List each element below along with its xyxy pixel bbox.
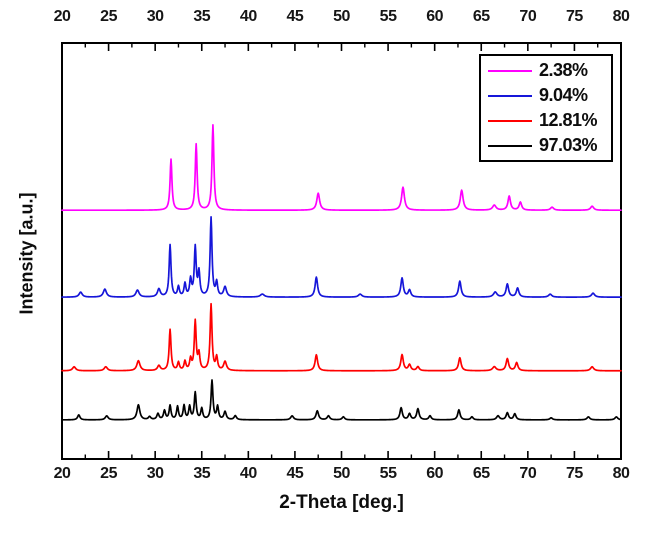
y-axis-title: Intensity [a.u.] (16, 192, 37, 315)
top-tick-label: 25 (100, 8, 117, 25)
bottom-tick-label: 55 (379, 465, 397, 482)
top-tick-label: 20 (53, 8, 71, 25)
top-tick-label: 80 (612, 8, 630, 25)
legend-item: 2.38% (481, 58, 611, 83)
top-tick-label: 35 (193, 8, 211, 25)
legend: 2.38% 9.04% 12.81% 97.03% (479, 54, 613, 162)
legend-line-sample (488, 144, 532, 147)
legend-line-sample (488, 119, 532, 122)
top-tick-label: 40 (239, 8, 257, 25)
legend-item-label: 12.81% (539, 110, 598, 130)
legend-item-label: 9.04% (539, 85, 588, 105)
bottom-tick-label: 70 (519, 465, 537, 482)
bottom-tick-label: 35 (193, 465, 211, 482)
bottom-tick-label: 75 (566, 465, 583, 482)
legend-line-sample (488, 69, 532, 72)
bottom-tick-label: 80 (612, 465, 630, 482)
top-tick-label: 55 (379, 8, 397, 25)
top-tick-label: 50 (333, 8, 350, 25)
legend-item-label: 2.38% (539, 60, 588, 80)
bottom-tick-label: 65 (472, 465, 490, 482)
bottom-tick-label: 30 (146, 465, 164, 482)
top-tick-label: 70 (519, 8, 537, 25)
top-tick-label: 65 (472, 8, 490, 25)
legend-item: 9.04% (481, 83, 611, 108)
bottom-tick-label: 50 (333, 465, 350, 482)
top-tick-label: 45 (286, 8, 304, 25)
bottom-tick-label: 40 (239, 465, 257, 482)
bottom-tick-label: 25 (100, 465, 117, 482)
top-tick-label: 30 (146, 8, 164, 25)
legend-item: 97.03% (481, 133, 611, 158)
trace-97.03% (61, 379, 622, 421)
top-tick-label: 75 (566, 8, 583, 25)
trace-12.81% (61, 302, 622, 372)
bottom-tick-label: 20 (53, 465, 71, 482)
top-tick-label: 60 (426, 8, 444, 25)
x-axis-title: 2-Theta [deg.] (279, 492, 404, 513)
bottom-tick-label: 45 (286, 465, 304, 482)
trace-2.38% (61, 124, 622, 212)
trace-9.04% (61, 216, 622, 298)
legend-line-sample (488, 94, 532, 97)
legend-item-label: 97.03% (539, 135, 598, 155)
bottom-tick-label: 60 (426, 465, 444, 482)
legend-item: 12.81% (481, 108, 611, 133)
